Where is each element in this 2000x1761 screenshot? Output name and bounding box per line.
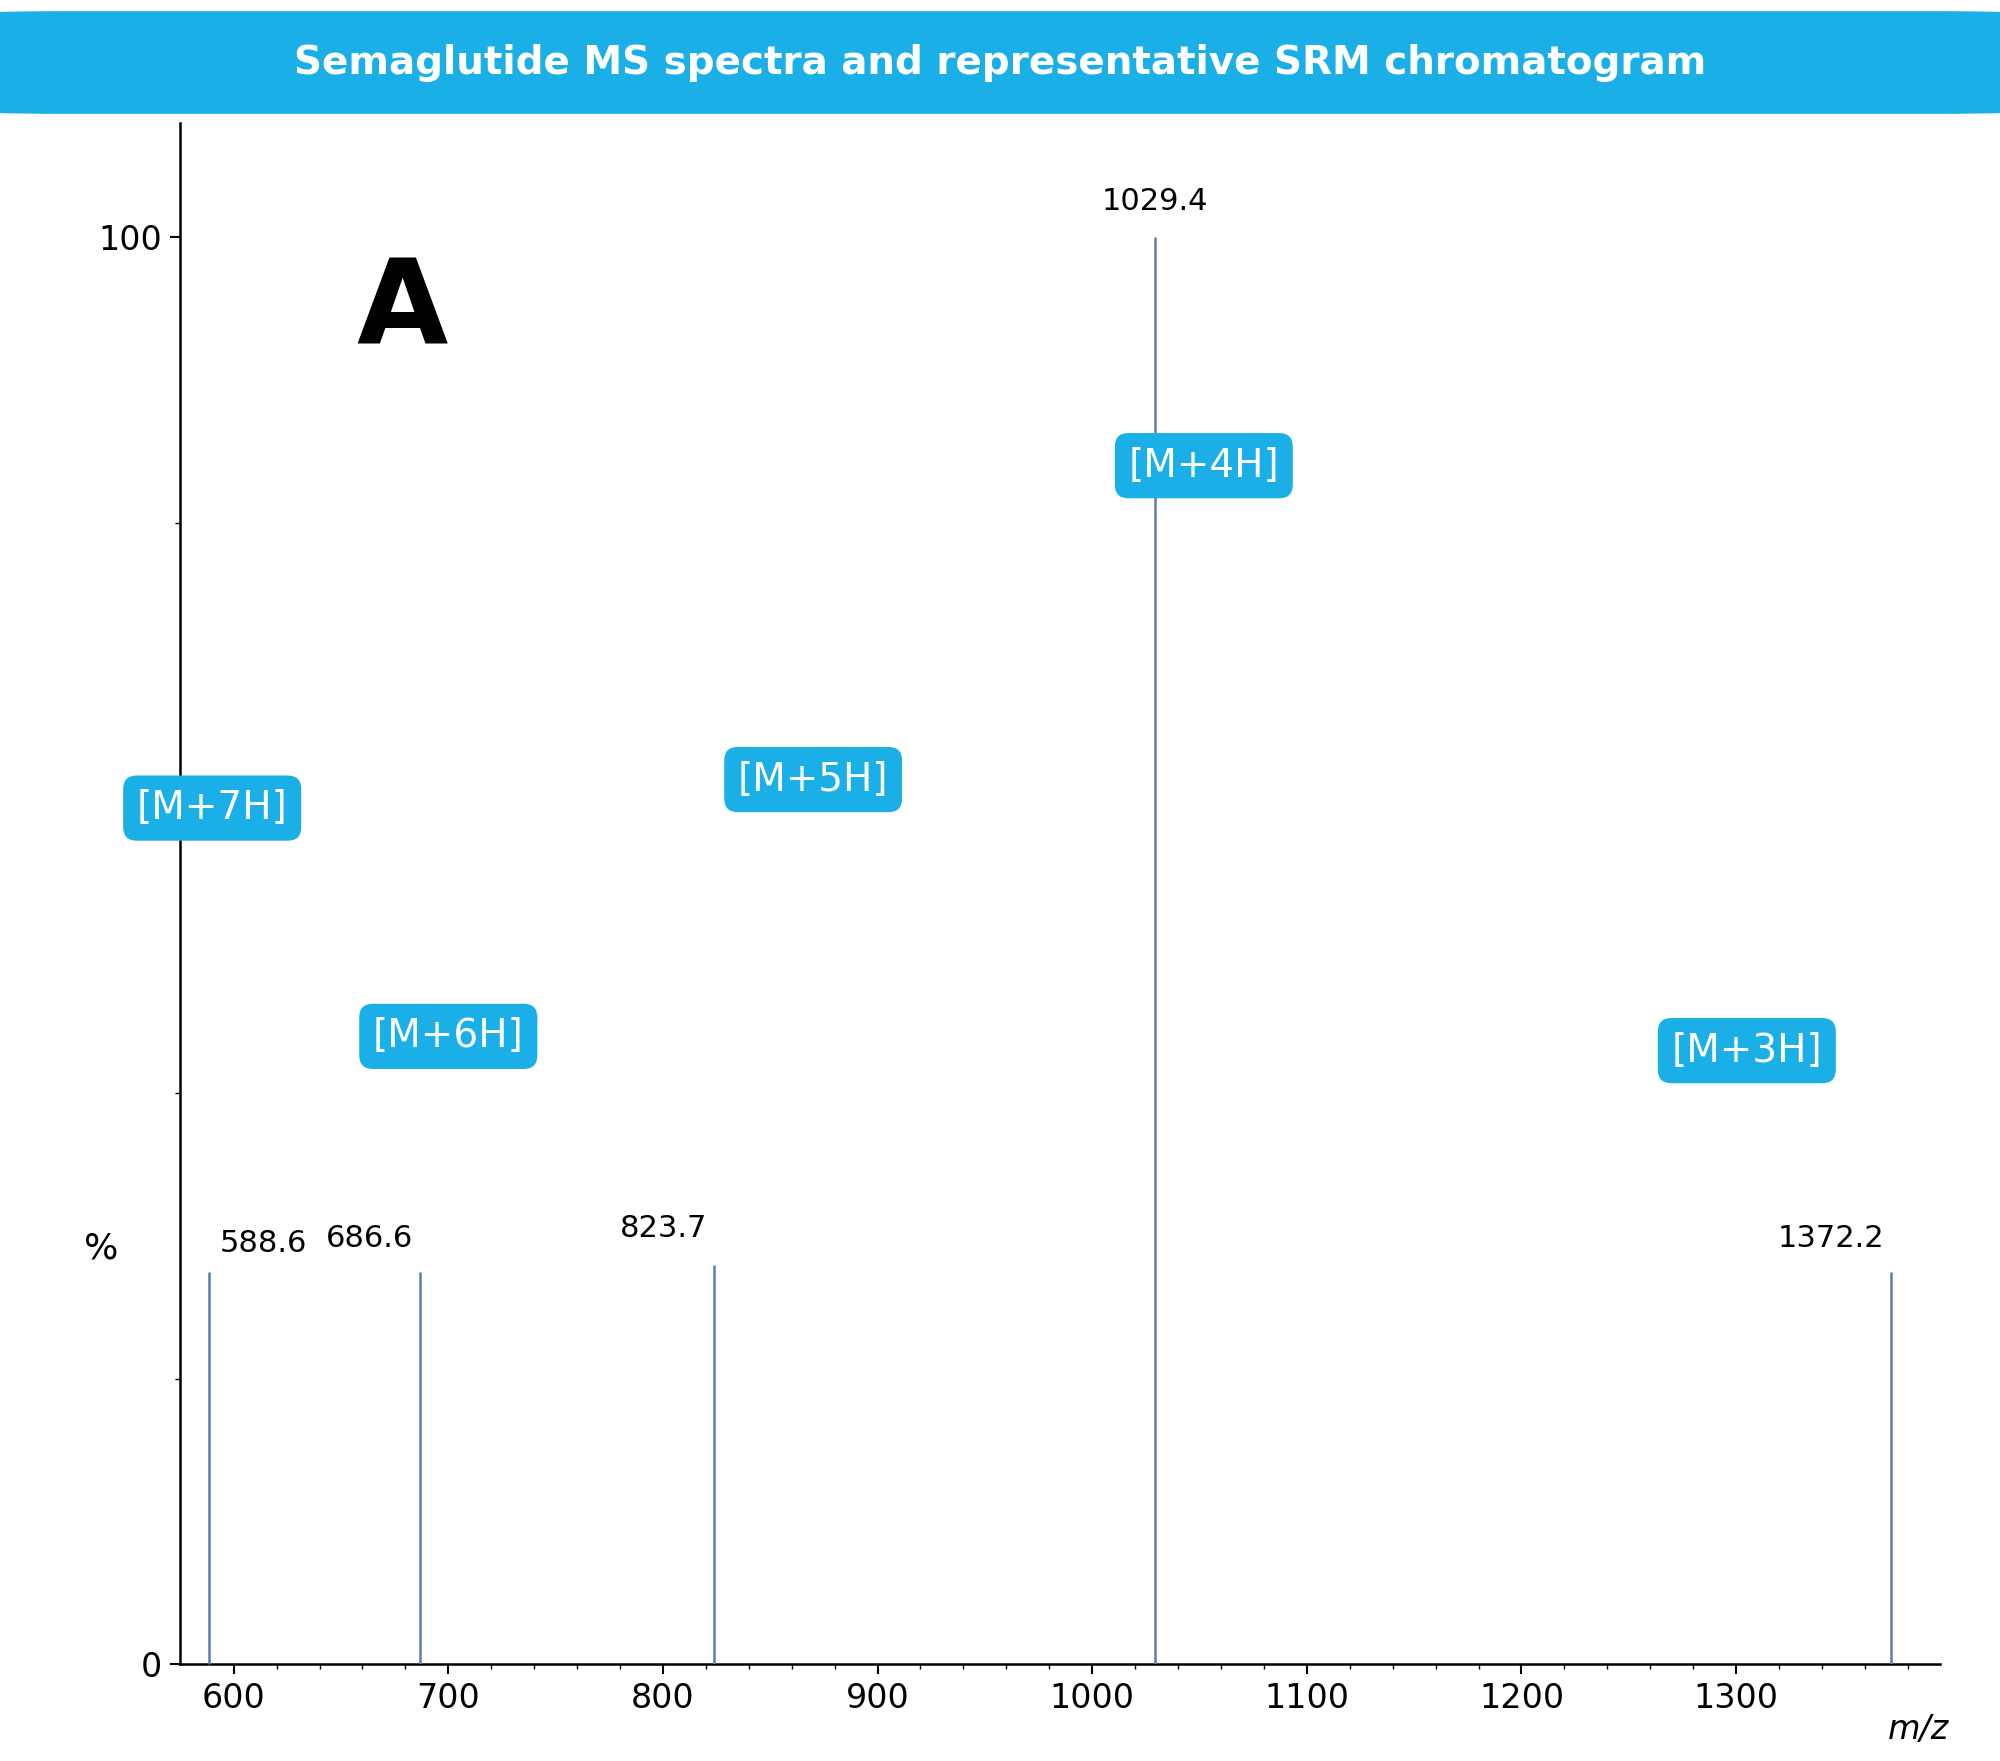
- Text: 6+: 6+: [638, 926, 672, 949]
- Text: 1029.4: 1029.4: [1102, 187, 1208, 217]
- Text: %: %: [84, 1231, 118, 1264]
- Text: m/z: m/z: [1888, 1713, 1948, 1747]
- Text: 823.7: 823.7: [620, 1215, 708, 1243]
- Text: [M+6H]: [M+6H]: [372, 1018, 524, 1055]
- Text: 3+: 3+: [1936, 940, 1970, 963]
- Text: 1372.2: 1372.2: [1778, 1224, 1884, 1254]
- Text: Semaglutide MS spectra and representative SRM chromatogram: Semaglutide MS spectra and representativ…: [294, 44, 1706, 81]
- Text: 5+: 5+: [1002, 669, 1038, 692]
- Text: 588.6: 588.6: [220, 1229, 308, 1257]
- Text: [M+5H]: [M+5H]: [738, 761, 888, 798]
- Text: [M+7H]: [M+7H]: [136, 789, 288, 828]
- Text: 4+: 4+: [1392, 349, 1428, 373]
- Text: 7+: 7+: [402, 697, 436, 722]
- Text: [M+3H]: [M+3H]: [1672, 1032, 1822, 1069]
- Text: 686.6: 686.6: [326, 1224, 414, 1254]
- FancyBboxPatch shape: [0, 11, 2000, 114]
- Text: [M+4H]: [M+4H]: [1128, 447, 1280, 484]
- Text: A: A: [356, 254, 448, 370]
